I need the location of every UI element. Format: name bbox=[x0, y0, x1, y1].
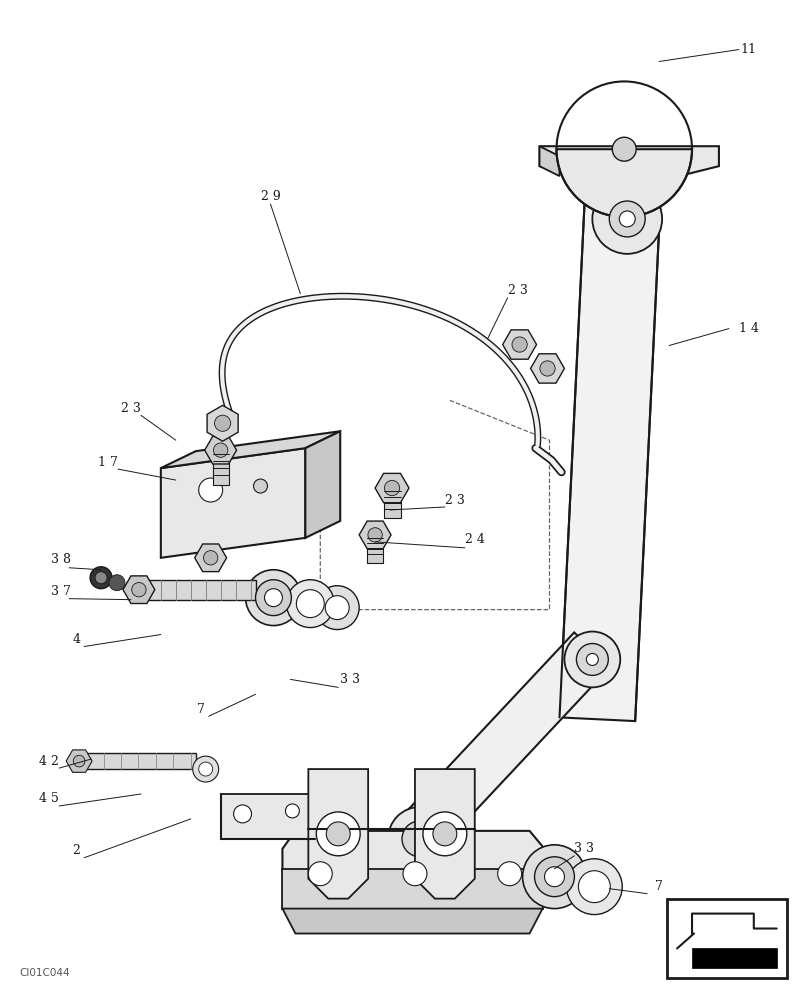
Text: 4: 4 bbox=[72, 633, 80, 646]
Polygon shape bbox=[539, 146, 718, 176]
Circle shape bbox=[326, 822, 350, 846]
Wedge shape bbox=[556, 149, 691, 217]
Circle shape bbox=[512, 337, 526, 352]
Circle shape bbox=[539, 361, 555, 376]
Circle shape bbox=[497, 862, 521, 886]
Circle shape bbox=[576, 644, 607, 675]
Circle shape bbox=[315, 586, 358, 630]
Circle shape bbox=[402, 862, 427, 886]
Text: 11: 11 bbox=[740, 43, 756, 56]
Circle shape bbox=[544, 867, 564, 887]
Circle shape bbox=[367, 528, 382, 542]
Circle shape bbox=[199, 478, 222, 502]
Circle shape bbox=[253, 479, 267, 493]
Text: 2 3: 2 3 bbox=[444, 494, 464, 507]
Circle shape bbox=[619, 211, 634, 227]
Polygon shape bbox=[161, 448, 305, 558]
Text: 2 9: 2 9 bbox=[260, 190, 280, 203]
Circle shape bbox=[204, 551, 217, 565]
Polygon shape bbox=[594, 176, 659, 216]
Polygon shape bbox=[66, 750, 92, 772]
Circle shape bbox=[534, 857, 573, 897]
Polygon shape bbox=[308, 769, 367, 899]
Polygon shape bbox=[161, 431, 340, 468]
Circle shape bbox=[522, 845, 586, 909]
Polygon shape bbox=[375, 473, 409, 503]
Circle shape bbox=[286, 580, 334, 628]
Text: 2: 2 bbox=[72, 844, 80, 857]
Text: 3 8: 3 8 bbox=[51, 553, 71, 566]
Circle shape bbox=[95, 572, 107, 584]
Circle shape bbox=[423, 812, 466, 856]
Circle shape bbox=[325, 596, 349, 620]
Polygon shape bbox=[367, 535, 383, 563]
Circle shape bbox=[316, 812, 360, 856]
Text: 4 5: 4 5 bbox=[39, 792, 59, 805]
Text: 7: 7 bbox=[654, 880, 663, 893]
FancyBboxPatch shape bbox=[667, 899, 786, 978]
Polygon shape bbox=[282, 831, 544, 894]
Polygon shape bbox=[195, 544, 226, 572]
Polygon shape bbox=[691, 948, 776, 968]
Text: 3 3: 3 3 bbox=[573, 842, 594, 855]
Circle shape bbox=[245, 570, 301, 626]
Circle shape bbox=[214, 415, 230, 431]
Polygon shape bbox=[502, 330, 536, 359]
Polygon shape bbox=[305, 431, 340, 538]
Circle shape bbox=[264, 589, 282, 607]
Circle shape bbox=[73, 755, 85, 767]
Circle shape bbox=[109, 575, 125, 591]
Polygon shape bbox=[212, 450, 229, 485]
Circle shape bbox=[199, 762, 212, 776]
Text: 2 3: 2 3 bbox=[121, 402, 140, 415]
Circle shape bbox=[192, 756, 218, 782]
Circle shape bbox=[285, 804, 299, 818]
Circle shape bbox=[90, 567, 112, 589]
Circle shape bbox=[234, 805, 251, 823]
Circle shape bbox=[566, 859, 621, 915]
Polygon shape bbox=[559, 164, 661, 721]
Polygon shape bbox=[282, 909, 542, 934]
Polygon shape bbox=[539, 146, 559, 176]
Text: 3 7: 3 7 bbox=[51, 585, 71, 598]
Circle shape bbox=[126, 581, 135, 591]
Polygon shape bbox=[358, 521, 391, 549]
Circle shape bbox=[577, 871, 610, 903]
Text: CI01C044: CI01C044 bbox=[19, 968, 70, 978]
Polygon shape bbox=[530, 354, 564, 383]
Text: 3 3: 3 3 bbox=[340, 673, 360, 686]
Polygon shape bbox=[282, 869, 542, 909]
Polygon shape bbox=[204, 436, 236, 464]
Polygon shape bbox=[122, 576, 155, 604]
Circle shape bbox=[384, 480, 399, 496]
Circle shape bbox=[608, 201, 645, 237]
Circle shape bbox=[388, 807, 451, 871]
Polygon shape bbox=[139, 580, 255, 600]
Text: 7: 7 bbox=[196, 703, 204, 716]
Circle shape bbox=[255, 580, 291, 616]
Circle shape bbox=[213, 443, 228, 457]
Text: 1 4: 1 4 bbox=[738, 322, 758, 335]
Circle shape bbox=[401, 821, 437, 857]
Polygon shape bbox=[383, 488, 400, 518]
Text: 2 3: 2 3 bbox=[507, 284, 527, 297]
Circle shape bbox=[564, 632, 620, 687]
Circle shape bbox=[586, 653, 598, 665]
Circle shape bbox=[296, 590, 324, 618]
Text: 4 2: 4 2 bbox=[39, 755, 59, 768]
Circle shape bbox=[432, 822, 457, 846]
Text: 1 7: 1 7 bbox=[98, 456, 118, 469]
Circle shape bbox=[308, 862, 332, 886]
Polygon shape bbox=[397, 632, 610, 856]
Polygon shape bbox=[207, 405, 238, 441]
Circle shape bbox=[131, 583, 146, 597]
Text: 2 4: 2 4 bbox=[464, 533, 484, 546]
Circle shape bbox=[592, 184, 661, 254]
Polygon shape bbox=[221, 794, 315, 839]
Polygon shape bbox=[79, 753, 195, 769]
Polygon shape bbox=[414, 769, 474, 899]
Circle shape bbox=[611, 137, 636, 161]
